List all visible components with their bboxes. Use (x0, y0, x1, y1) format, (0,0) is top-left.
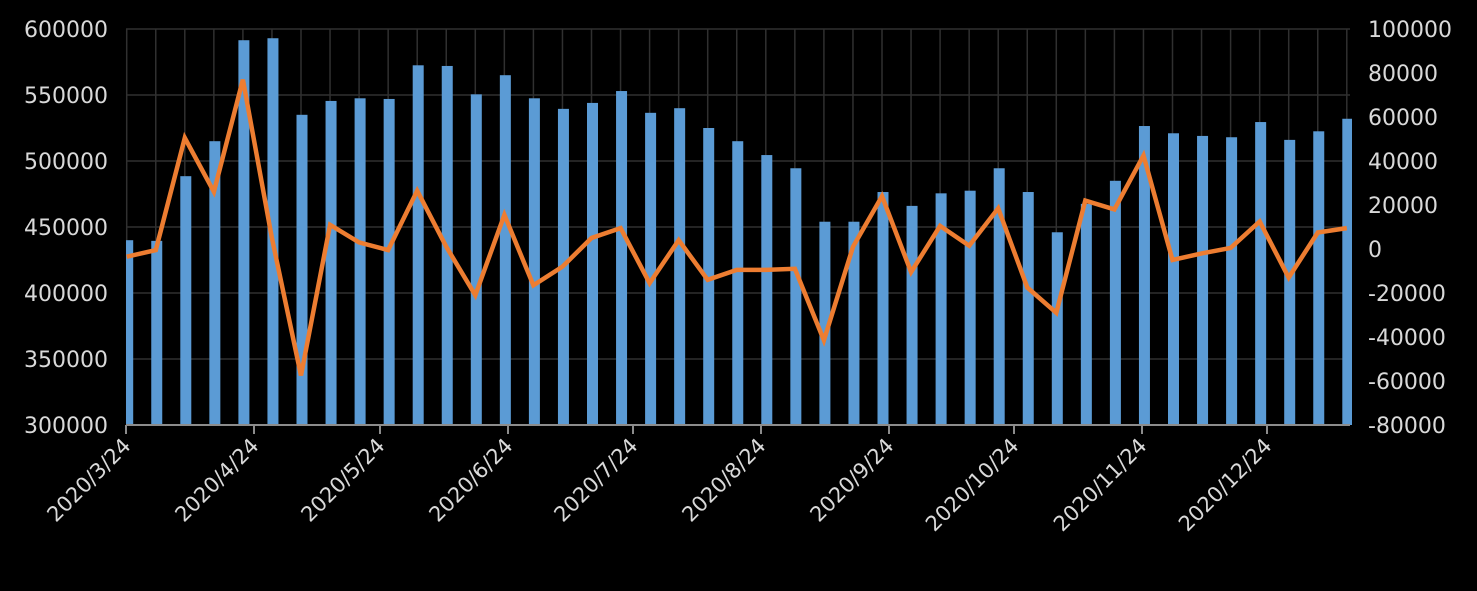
bar-series (126, 38, 1352, 426)
x-axis-tick-label: 2020/9/24 (805, 434, 898, 527)
bar (499, 75, 511, 425)
left-axis-tick-label: 350000 (24, 348, 108, 373)
right-axis-tick-label: 60000 (1368, 106, 1438, 131)
bar (383, 98, 395, 426)
bar (1255, 122, 1267, 425)
left-axis-tick-label: 550000 (24, 84, 108, 109)
bar (616, 91, 628, 425)
bar (470, 94, 482, 425)
bar (732, 141, 744, 425)
bar (1022, 192, 1034, 425)
bar (1226, 137, 1238, 426)
x-axis-tick-label: 2020/6/24 (424, 434, 517, 527)
bar (151, 240, 163, 425)
bar (993, 168, 1005, 425)
x-axis-labels: 2020/3/24 2020/4/24 2020/5/24 2020/6/24 2020… (42, 434, 1276, 537)
right-axis-tick-label: -60000 (1368, 370, 1446, 395)
left-axis-tick-label: 450000 (24, 216, 108, 241)
bar (209, 141, 221, 425)
bar (964, 190, 976, 425)
line-series (126, 79, 1348, 376)
bar (790, 168, 802, 425)
right-axis-labels: 100000 80000 60000 40000 20000 0 -20000 -40000 -… (1368, 18, 1452, 439)
x-axis-tick-label: 2020/5/24 (296, 434, 389, 527)
bar (935, 193, 947, 425)
bar (1080, 203, 1092, 425)
x-axis-tick-label: 2020/11/24 (1049, 434, 1152, 537)
bar (645, 112, 657, 425)
right-axis-tick-label: 20000 (1368, 194, 1438, 219)
bar (1168, 133, 1179, 425)
right-axis-tick-label: 80000 (1368, 62, 1438, 87)
bar (412, 65, 424, 426)
right-axis-tick-label: 0 (1368, 238, 1382, 263)
x-axis-tick-label: 2020/3/24 (42, 434, 135, 527)
right-axis-tick-label: -40000 (1368, 326, 1446, 351)
left-axis-tick-label: 400000 (24, 282, 108, 307)
bar (674, 108, 686, 425)
right-axis-tick-label: -20000 (1368, 282, 1446, 307)
x-axis-tick-label: 2020/8/24 (677, 434, 770, 527)
bar (877, 192, 889, 425)
bar (1138, 126, 1150, 426)
bar (528, 98, 540, 426)
right-axis-tick-label: 40000 (1368, 150, 1438, 175)
bar (819, 221, 831, 425)
x-axis-tick-label: 2020/7/24 (549, 434, 642, 527)
bar (1109, 180, 1121, 425)
left-axis-tick-label: 500000 (24, 150, 108, 175)
bar (354, 98, 366, 426)
bar (906, 205, 918, 425)
bar (703, 128, 715, 425)
bar (1197, 135, 1209, 426)
bar (180, 176, 192, 425)
bar (296, 114, 308, 426)
bar (1342, 118, 1352, 425)
bar (761, 155, 773, 425)
right-axis-tick-label: 100000 (1368, 18, 1452, 43)
left-axis-labels: 600000 550000 500000 450000 400000 350000 3000… (24, 18, 108, 439)
left-axis-tick-label: 600000 (24, 18, 108, 43)
x-axis-tick-label: 2020/10/24 (921, 434, 1024, 537)
axes (125, 424, 1350, 434)
x-axis-tick-label: 2020/12/24 (1174, 434, 1277, 537)
right-axis-tick-label: -80000 (1368, 414, 1446, 439)
line-path (126, 79, 1348, 376)
bar (848, 221, 860, 425)
bar (587, 102, 598, 426)
bar (325, 100, 337, 425)
x-axis-tick-label: 2020/4/24 (170, 434, 263, 527)
left-axis-tick-label: 300000 (24, 414, 108, 439)
bar (1051, 232, 1063, 425)
bar (238, 40, 250, 425)
bar (1313, 131, 1325, 426)
bar (126, 240, 134, 425)
bar (1284, 139, 1296, 425)
